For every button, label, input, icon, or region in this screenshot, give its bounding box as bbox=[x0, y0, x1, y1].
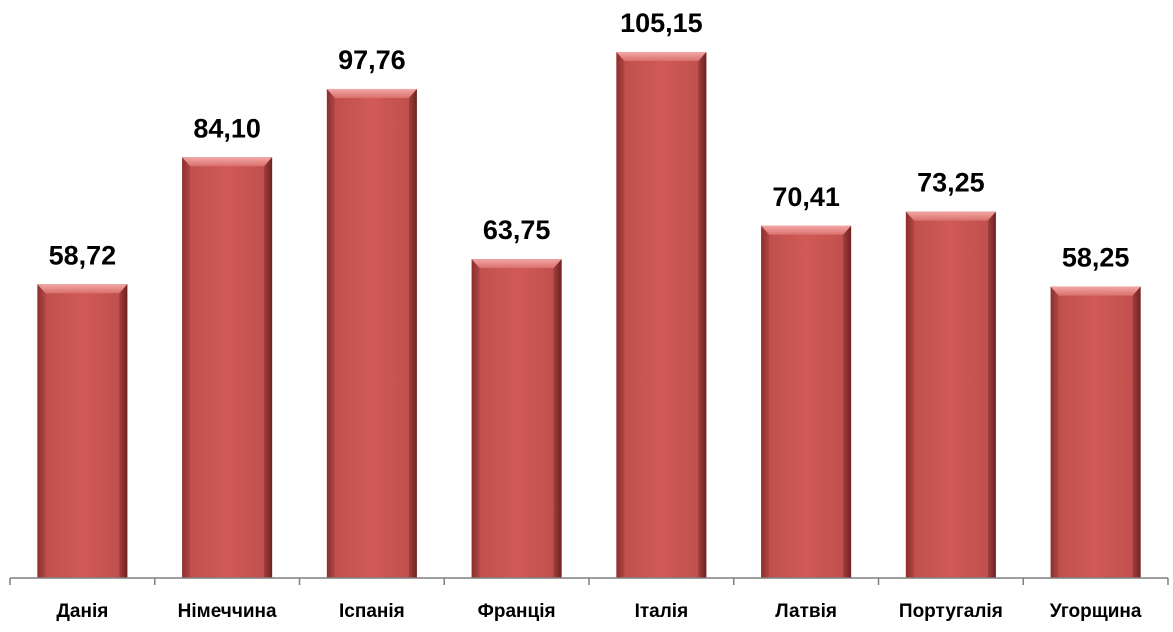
x-axis bbox=[9, 577, 1169, 585]
bar-5-bevel-left bbox=[616, 52, 625, 578]
bar-3-bevel-left bbox=[326, 88, 335, 579]
bar-8-body bbox=[1050, 286, 1141, 578]
bar-3-bevel-top bbox=[326, 88, 417, 98]
bar-2-bevel-top bbox=[182, 157, 273, 167]
bar-3-body bbox=[326, 88, 417, 579]
bar-6-bevel-right bbox=[843, 225, 852, 578]
bar-7-bevel-left bbox=[905, 211, 914, 578]
bar-2 bbox=[182, 157, 273, 578]
value-label-1: 58,72 bbox=[49, 240, 117, 270]
category-label-5: Італія bbox=[635, 601, 689, 622]
bar-5-bevel-top bbox=[616, 52, 707, 61]
category-label-3: Іспанія bbox=[339, 601, 405, 622]
category-label-8: Угорщина bbox=[1050, 601, 1142, 622]
bar-4-bevel-left bbox=[471, 259, 480, 578]
bar-7-bevel-right bbox=[987, 211, 996, 578]
bar-7-bevel-top bbox=[905, 211, 996, 221]
value-label-3: 97,76 bbox=[338, 45, 406, 75]
bar-4-body bbox=[471, 259, 562, 578]
bar-1-bevel-top bbox=[37, 284, 128, 294]
bar-8-bevel-left bbox=[1050, 286, 1059, 578]
bar-2-bevel-right bbox=[264, 157, 273, 578]
category-label-2: Німеччина bbox=[178, 601, 277, 622]
bar-7-body bbox=[905, 211, 996, 578]
bars-group bbox=[37, 52, 1141, 579]
bar-1-bevel-right bbox=[119, 284, 128, 578]
category-label-4: Франція bbox=[478, 601, 556, 622]
bar-8 bbox=[1050, 286, 1141, 578]
category-labels-group: Данія Німеччина Іспанія Франція Італія Латвія… bbox=[56, 601, 1142, 622]
bar-1 bbox=[37, 284, 128, 578]
bar-1-body bbox=[37, 284, 128, 578]
bar-1-bevel-left bbox=[37, 284, 46, 578]
bar-2-body bbox=[182, 157, 273, 578]
bar-3-bevel-right bbox=[408, 88, 417, 579]
value-label-8: 58,25 bbox=[1062, 243, 1130, 273]
bar-6-bevel-top bbox=[761, 225, 852, 235]
bar-2-bevel-left bbox=[182, 157, 191, 578]
bar-7 bbox=[905, 211, 996, 578]
bar-4-bevel-right bbox=[553, 259, 562, 578]
bar-5-body bbox=[616, 52, 707, 578]
bar-6 bbox=[761, 225, 852, 578]
bar-3 bbox=[326, 88, 417, 579]
value-labels-group: 58,72 84,10 97,76 63,75 105,15 70,41 73,25 58,2… bbox=[49, 8, 1130, 273]
category-label-6: Латвія bbox=[775, 601, 837, 622]
value-label-2: 84,10 bbox=[193, 113, 261, 143]
value-label-7: 73,25 bbox=[917, 168, 985, 198]
category-label-1: Данія bbox=[56, 601, 108, 622]
value-label-6: 70,41 bbox=[772, 182, 840, 212]
bar-5-bevel-right bbox=[698, 52, 707, 578]
bar-8-bevel-right bbox=[1132, 286, 1141, 578]
bar-6-bevel-left bbox=[761, 225, 770, 578]
category-label-7: Португалія bbox=[899, 601, 1003, 622]
value-label-4: 63,75 bbox=[483, 215, 551, 245]
bar-4-bevel-top bbox=[471, 259, 562, 269]
bar-4 bbox=[471, 259, 562, 578]
bar-5 bbox=[616, 52, 707, 578]
value-label-5: 105,15 bbox=[620, 8, 703, 38]
bar-8-bevel-top bbox=[1050, 286, 1141, 296]
bar-6-body bbox=[761, 225, 852, 578]
